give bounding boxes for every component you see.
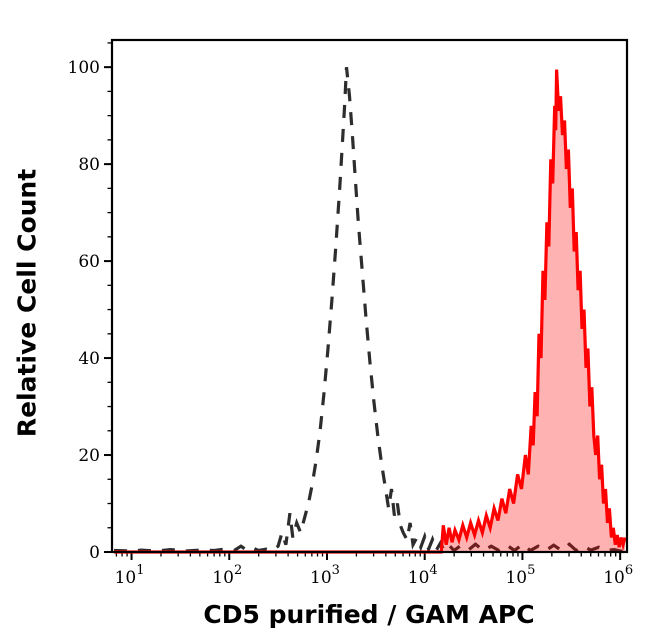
y-tick-label: 40 xyxy=(78,349,100,369)
y-tick-label: 0 xyxy=(89,543,100,563)
stained-curve xyxy=(114,69,627,554)
y-tick-label: 20 xyxy=(78,446,100,466)
x-tick-label: 101 xyxy=(115,563,145,588)
x-tick-label: 105 xyxy=(505,563,535,588)
y-axis-title: Relative Cell Count xyxy=(12,168,42,438)
x-tick-label: 103 xyxy=(310,563,340,588)
y-tick-label: 100 xyxy=(68,58,100,78)
y-tick-label: 60 xyxy=(78,252,100,272)
tick-labels: 0 20 40 60 80 100 101 102 103 104 105 106 xyxy=(68,58,634,588)
y-tick-label: 80 xyxy=(78,155,100,175)
x-tick-label: 102 xyxy=(212,563,242,588)
plot-frame xyxy=(110,38,629,554)
x-axis-title: CD5 purified / GAM APC xyxy=(203,600,535,629)
x-tick-label: 106 xyxy=(603,563,633,588)
stained-curve-fill xyxy=(114,69,625,552)
x-tick-label: 104 xyxy=(408,563,438,588)
control-curve xyxy=(113,67,626,554)
